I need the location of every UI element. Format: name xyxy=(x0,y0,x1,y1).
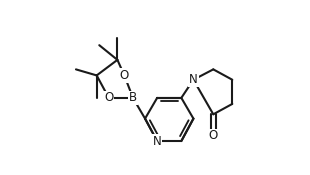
Text: B: B xyxy=(129,91,137,104)
Text: N: N xyxy=(189,73,198,86)
Text: N: N xyxy=(153,135,162,148)
Text: O: O xyxy=(120,69,129,82)
Text: O: O xyxy=(209,129,218,142)
Text: O: O xyxy=(104,91,113,104)
